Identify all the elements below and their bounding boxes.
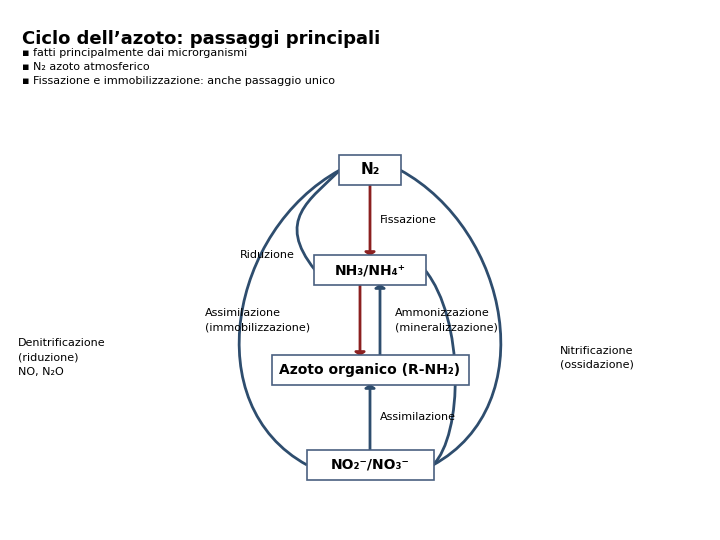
FancyBboxPatch shape [271, 355, 469, 385]
Text: Assimilazione: Assimilazione [380, 413, 456, 422]
Text: ▪ fatti principalmente dai microrganismi: ▪ fatti principalmente dai microrganismi [22, 48, 247, 58]
Text: ▪ N₂ azoto atmosferico: ▪ N₂ azoto atmosferico [22, 62, 150, 72]
Text: Assimilazione
(immobilizzazione): Assimilazione (immobilizzazione) [205, 308, 310, 332]
FancyBboxPatch shape [307, 450, 433, 480]
Text: Ammonizzazione
(mineralizzazione): Ammonizzazione (mineralizzazione) [395, 308, 498, 332]
FancyBboxPatch shape [314, 255, 426, 285]
Text: Fissazione: Fissazione [380, 215, 437, 225]
Text: Denitrificazione
(riduzione)
NO, N₂O: Denitrificazione (riduzione) NO, N₂O [18, 339, 106, 376]
FancyBboxPatch shape [339, 155, 401, 185]
Text: NH₃/NH₄⁺: NH₃/NH₄⁺ [335, 263, 405, 277]
Text: Azoto organico (R-NH₂): Azoto organico (R-NH₂) [279, 363, 461, 377]
Text: ▪ Fissazione e immobilizzazione: anche passaggio unico: ▪ Fissazione e immobilizzazione: anche p… [22, 76, 335, 86]
Text: Riduzione: Riduzione [240, 250, 295, 260]
Text: N₂: N₂ [360, 163, 379, 178]
Text: Ciclo dell’azoto: passaggi principali: Ciclo dell’azoto: passaggi principali [22, 30, 380, 48]
Text: Nitrificazione
(ossidazione): Nitrificazione (ossidazione) [560, 346, 634, 369]
Text: NO₂⁻/NO₃⁻: NO₂⁻/NO₃⁻ [330, 458, 410, 472]
